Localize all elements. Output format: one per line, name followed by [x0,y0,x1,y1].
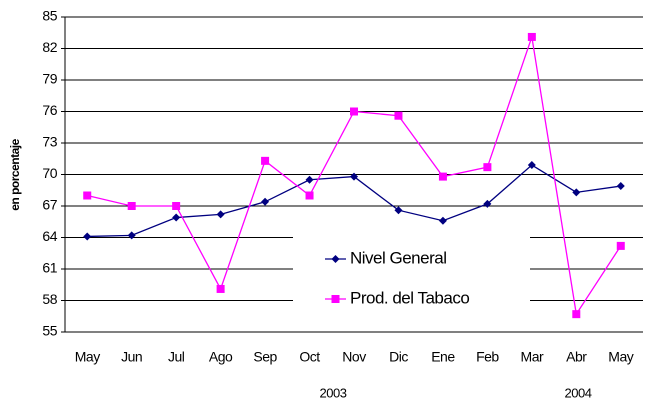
point [216,284,225,293]
point [438,172,447,181]
y-tick-label: 67 [42,197,57,213]
point [261,156,270,165]
point [483,163,492,172]
legend-label: Nivel General [350,248,447,267]
point [172,202,181,210]
point [394,111,403,120]
y-tick-label: 76 [42,102,57,118]
x-tick-label: Jul [168,349,185,365]
point [438,216,447,225]
point [331,255,340,263]
point [572,310,581,319]
point [331,295,340,303]
point [127,202,136,210]
point [83,232,92,241]
point [394,206,403,215]
y-axis-label: en porcentaje [8,138,22,210]
year-label: 2004 [565,385,592,400]
x-tick-label: Abr [566,349,587,365]
y-tick-label: 73 [42,134,57,150]
y-tick-label: 55 [42,323,57,339]
point [616,241,625,250]
legend-box [293,236,530,322]
point [305,175,314,184]
point [527,161,536,170]
y-tick-label: 64 [42,228,57,244]
point [616,182,625,191]
x-tick-label: May [75,349,100,365]
x-tick-label: Nov [342,349,366,365]
point [305,191,314,200]
y-tick-label: 82 [42,39,57,55]
y-tick-label: 70 [42,165,57,181]
x-tick-label: Ago [209,349,233,365]
point [172,213,181,222]
point [527,32,536,41]
y-tick-label: 61 [42,260,57,276]
x-tick-label: Ene [431,349,455,365]
y-tick-label: 79 [42,71,57,87]
legend: Nivel General Prod. del Tabaco [293,236,530,322]
y-tick-label: 85 [42,8,57,24]
point [83,191,92,200]
x-tick-label: May [608,349,633,365]
point [572,188,581,197]
legend-label: Prod. del Tabaco [350,288,469,307]
x-tick-label: Feb [476,349,499,365]
point [261,197,270,206]
point [127,231,136,240]
x-tick-label: Oct [299,349,320,365]
year-label: 2003 [320,385,347,400]
y-tick-label: 58 [42,291,57,307]
x-tick-label: Dic [389,349,408,365]
point [350,107,358,116]
x-tick-label: Sep [253,349,277,365]
point [483,199,492,208]
point [350,172,358,181]
point [216,210,225,219]
x-tick-label: Jun [121,349,142,365]
x-tick-label: Mar [521,349,544,365]
